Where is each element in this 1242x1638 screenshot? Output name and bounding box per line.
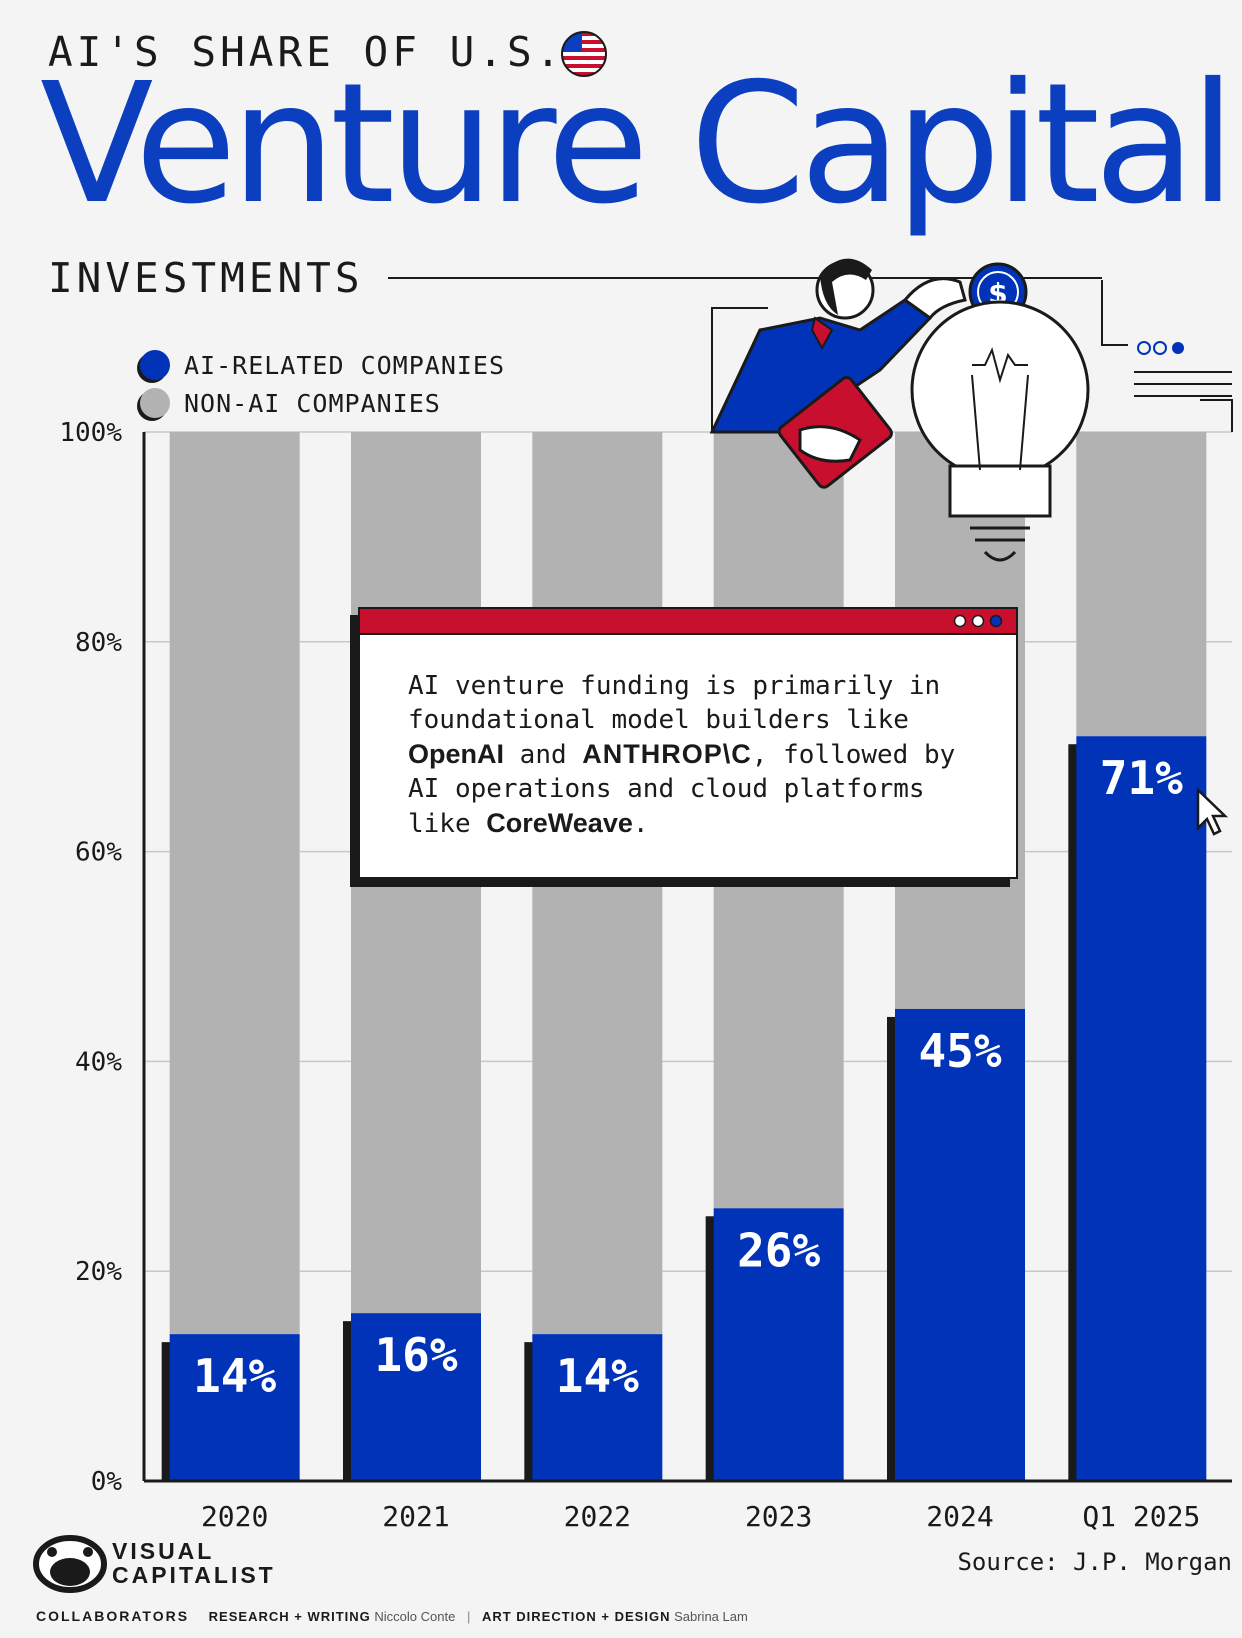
investor-illustration: $ [709,258,1233,562]
x-tick-label: 2023 [745,1500,812,1533]
research-label: RESEARCH + WRITING [208,1609,371,1624]
brand-line-1: VISUAL [112,1538,215,1564]
bar-segment-ai [895,1008,1025,1481]
anthropic-logo: ANTHROP\C [582,739,752,769]
data-label: 16% [374,1328,457,1382]
data-labels: 14% 16% 14% 26% 45% 71% [193,751,1183,1403]
callout-line-4: AI operations and cloud platforms [408,774,925,804]
bar-segment-ai [532,1334,663,1481]
x-tick-label: Q1 2025 [1082,1500,1200,1533]
callout-text: AI venture funding is primarily in found… [408,669,988,841]
bar-segment-ai [351,1313,481,1481]
openai-logo: OpenAI [408,739,505,769]
axes: 0% 20% 40% 60% 80% 100% 2020 2021 2022 2023 2024 Q1… [59,418,1232,1533]
bar-segment-non-ai [169,432,300,1335]
us-flag-icon [561,31,607,77]
bars [161,432,1207,1481]
callout-followed-by: , followed by [751,740,956,770]
callout-box: AI venture funding is primarily in found… [358,607,1018,879]
brand-line-2: CAPITALIST [112,1562,276,1588]
bar-segment-non-ai [532,432,663,1335]
callout-period: . [632,809,649,839]
header-rule [388,277,1102,279]
data-label: 14% [193,1349,276,1403]
legend-label-ai: AI-RELATED COMPANIES [184,350,506,380]
legend-item-ai: AI-RELATED COMPANIES [140,350,505,380]
design-name: Sabrina Lam [674,1609,748,1624]
legend-item-non-ai: NON-AI COMPANIES [140,388,441,418]
credits: COLLABORATORS RESEARCH + WRITING Niccolo… [36,1608,748,1624]
data-label: 26% [737,1223,820,1277]
data-label: 45% [918,1024,1001,1078]
y-tick-label: 40% [75,1047,122,1077]
x-tick-label: 2022 [564,1500,631,1533]
design-label: ART DIRECTION + DESIGN [481,1609,671,1624]
kicker-title: AI'S SHARE OF U.S. [48,28,565,76]
y-tick-label: 100% [59,418,122,448]
callout-line-2: foundational model builders like [408,705,909,735]
y-tick-label: 60% [75,838,122,868]
callout-line-5: like CoreWeave. [408,806,988,841]
callout-line-1: AI venture funding is primarily in [408,671,941,701]
y-tick-label: 0% [91,1467,123,1497]
x-tick-label: 2020 [201,1500,268,1533]
research-name: Niccolo Conte [374,1609,456,1624]
headline: Venture Capital [40,48,1236,241]
legend-label-non-ai: NON-AI COMPANIES [184,388,441,418]
callout-and: and [519,740,567,770]
bar-segment-non-ai [1076,432,1207,737]
subkicker-title: INVESTMENTS [48,254,364,302]
visual-capitalist-logo [33,1535,107,1593]
x-tick-label: 2024 [926,1500,993,1533]
x-tick-label: 2021 [382,1500,449,1533]
coreweave-logo: CoreWeave [486,808,633,838]
source-note: Source: J.P. Morgan [957,1548,1232,1576]
data-label: 14% [556,1349,639,1403]
cursor-icon [1196,787,1229,836]
y-tick-label: 20% [75,1257,122,1287]
window-dots-icon [953,614,1003,628]
bar-segment-ai [169,1334,300,1481]
legend-swatch-non-ai [140,388,170,418]
bar-segment-ai [713,1208,844,1481]
callout-like: like [408,809,471,839]
legend-swatch-ai [140,350,170,380]
data-label: 71% [1100,751,1183,805]
y-tick-label: 80% [75,628,122,658]
callout-line-3: OpenAI and ANTHROP\C, followed by [408,737,988,772]
credits-separator: | [466,1609,471,1624]
collaborators-label: COLLABORATORS [36,1608,190,1624]
brand-name: VISUAL CAPITALIST [112,1539,276,1587]
callout-title-bar [360,609,1016,635]
bar-segment-ai [1076,736,1207,1481]
